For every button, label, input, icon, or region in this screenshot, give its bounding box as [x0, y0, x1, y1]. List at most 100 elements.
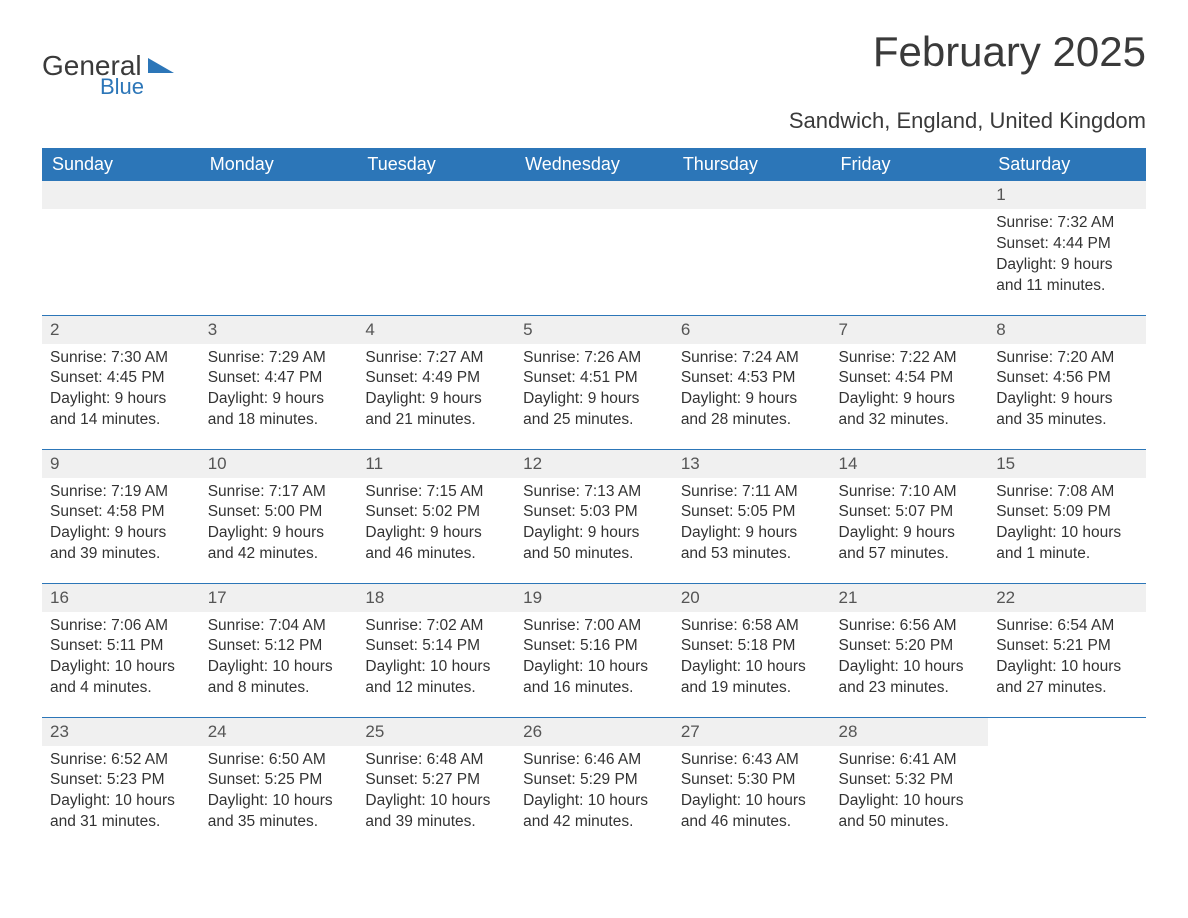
calendar-day-cell: 4Sunrise: 7:27 AMSunset: 4:49 PMDaylight… [357, 315, 515, 449]
daylight-line-2: and 11 minutes. [996, 276, 1138, 297]
daylight-line-2: and 31 minutes. [50, 812, 192, 833]
day-number: 26 [515, 718, 673, 746]
calendar-week-row: 23Sunrise: 6:52 AMSunset: 5:23 PMDayligh… [42, 717, 1146, 851]
logo: General Blue [42, 52, 176, 100]
weekday-header: Wednesday [515, 148, 673, 181]
sunrise-line: Sunrise: 7:02 AM [365, 616, 507, 637]
sunset-line: Sunset: 4:58 PM [50, 502, 192, 523]
empty-day-bar [200, 181, 358, 209]
daylight-line-2: and 32 minutes. [839, 410, 981, 431]
daylight-line-1: Daylight: 10 hours [839, 791, 981, 812]
day-details: Sunrise: 7:00 AMSunset: 5:16 PMDaylight:… [515, 612, 673, 708]
weekday-header: Friday [831, 148, 989, 181]
calendar-day-cell: 13Sunrise: 7:11 AMSunset: 5:05 PMDayligh… [673, 449, 831, 583]
calendar-empty-cell [357, 181, 515, 315]
day-number: 23 [42, 718, 200, 746]
day-details: Sunrise: 7:27 AMSunset: 4:49 PMDaylight:… [357, 344, 515, 440]
calendar-day-cell: 28Sunrise: 6:41 AMSunset: 5:32 PMDayligh… [831, 717, 989, 851]
daylight-line-1: Daylight: 10 hours [365, 791, 507, 812]
calendar-day-cell: 11Sunrise: 7:15 AMSunset: 5:02 PMDayligh… [357, 449, 515, 583]
day-details: Sunrise: 6:58 AMSunset: 5:18 PMDaylight:… [673, 612, 831, 708]
sunset-line: Sunset: 5:32 PM [839, 770, 981, 791]
sunrise-line: Sunrise: 7:29 AM [208, 348, 350, 369]
sunset-line: Sunset: 5:14 PM [365, 636, 507, 657]
daylight-line-1: Daylight: 9 hours [50, 389, 192, 410]
daylight-line-1: Daylight: 9 hours [839, 523, 981, 544]
day-details: Sunrise: 7:04 AMSunset: 5:12 PMDaylight:… [200, 612, 358, 708]
day-details: Sunrise: 7:19 AMSunset: 4:58 PMDaylight:… [42, 478, 200, 574]
daylight-line-2: and 46 minutes. [681, 812, 823, 833]
sunset-line: Sunset: 4:54 PM [839, 368, 981, 389]
daylight-line-2: and 57 minutes. [839, 544, 981, 565]
daylight-line-1: Daylight: 9 hours [365, 523, 507, 544]
calendar-empty-cell [515, 181, 673, 315]
daylight-line-1: Daylight: 9 hours [996, 255, 1138, 276]
day-details: Sunrise: 6:52 AMSunset: 5:23 PMDaylight:… [42, 746, 200, 842]
sunrise-line: Sunrise: 7:10 AM [839, 482, 981, 503]
sunset-line: Sunset: 5:02 PM [365, 502, 507, 523]
sunset-line: Sunset: 4:56 PM [996, 368, 1138, 389]
day-number: 13 [673, 450, 831, 478]
sunrise-line: Sunrise: 7:13 AM [523, 482, 665, 503]
calendar-empty-cell [200, 181, 358, 315]
calendar-day-cell: 12Sunrise: 7:13 AMSunset: 5:03 PMDayligh… [515, 449, 673, 583]
daylight-line-1: Daylight: 10 hours [523, 791, 665, 812]
daylight-line-2: and 16 minutes. [523, 678, 665, 699]
sunrise-line: Sunrise: 6:56 AM [839, 616, 981, 637]
daylight-line-1: Daylight: 10 hours [208, 657, 350, 678]
daylight-line-2: and 42 minutes. [208, 544, 350, 565]
day-number: 20 [673, 584, 831, 612]
day-details: Sunrise: 7:08 AMSunset: 5:09 PMDaylight:… [988, 478, 1146, 574]
sunrise-line: Sunrise: 7:06 AM [50, 616, 192, 637]
sunrise-line: Sunrise: 6:46 AM [523, 750, 665, 771]
daylight-line-2: and 14 minutes. [50, 410, 192, 431]
calendar-day-cell: 20Sunrise: 6:58 AMSunset: 5:18 PMDayligh… [673, 583, 831, 717]
day-number: 12 [515, 450, 673, 478]
sunrise-line: Sunrise: 6:48 AM [365, 750, 507, 771]
calendar-day-cell: 2Sunrise: 7:30 AMSunset: 4:45 PMDaylight… [42, 315, 200, 449]
weekday-header: Sunday [42, 148, 200, 181]
weekday-header: Saturday [988, 148, 1146, 181]
daylight-line-2: and 4 minutes. [50, 678, 192, 699]
day-details: Sunrise: 7:10 AMSunset: 5:07 PMDaylight:… [831, 478, 989, 574]
day-details: Sunrise: 7:17 AMSunset: 5:00 PMDaylight:… [200, 478, 358, 574]
sunset-line: Sunset: 5:11 PM [50, 636, 192, 657]
sunrise-line: Sunrise: 7:22 AM [839, 348, 981, 369]
day-number: 2 [42, 316, 200, 344]
sunrise-line: Sunrise: 6:52 AM [50, 750, 192, 771]
calendar-day-cell: 14Sunrise: 7:10 AMSunset: 5:07 PMDayligh… [831, 449, 989, 583]
daylight-line-2: and 35 minutes. [996, 410, 1138, 431]
calendar-day-cell: 16Sunrise: 7:06 AMSunset: 5:11 PMDayligh… [42, 583, 200, 717]
day-number: 17 [200, 584, 358, 612]
sunrise-line: Sunrise: 7:17 AM [208, 482, 350, 503]
day-number: 28 [831, 718, 989, 746]
page-title: February 2025 [873, 28, 1146, 76]
calendar-empty-cell [988, 717, 1146, 851]
day-number: 19 [515, 584, 673, 612]
calendar-day-cell: 19Sunrise: 7:00 AMSunset: 5:16 PMDayligh… [515, 583, 673, 717]
daylight-line-1: Daylight: 9 hours [523, 523, 665, 544]
daylight-line-2: and 50 minutes. [523, 544, 665, 565]
sunset-line: Sunset: 5:03 PM [523, 502, 665, 523]
empty-day-bar [515, 181, 673, 209]
daylight-line-1: Daylight: 10 hours [996, 657, 1138, 678]
day-number: 25 [357, 718, 515, 746]
day-details: Sunrise: 7:13 AMSunset: 5:03 PMDaylight:… [515, 478, 673, 574]
calendar-day-cell: 23Sunrise: 6:52 AMSunset: 5:23 PMDayligh… [42, 717, 200, 851]
day-number: 1 [988, 181, 1146, 209]
daylight-line-2: and 12 minutes. [365, 678, 507, 699]
day-details: Sunrise: 6:48 AMSunset: 5:27 PMDaylight:… [357, 746, 515, 842]
daylight-line-1: Daylight: 9 hours [208, 523, 350, 544]
sunrise-line: Sunrise: 7:26 AM [523, 348, 665, 369]
daylight-line-2: and 39 minutes. [365, 812, 507, 833]
day-details: Sunrise: 7:11 AMSunset: 5:05 PMDaylight:… [673, 478, 831, 574]
daylight-line-2: and 39 minutes. [50, 544, 192, 565]
day-number: 15 [988, 450, 1146, 478]
daylight-line-1: Daylight: 10 hours [839, 657, 981, 678]
calendar-week-row: 1Sunrise: 7:32 AMSunset: 4:44 PMDaylight… [42, 181, 1146, 315]
daylight-line-2: and 19 minutes. [681, 678, 823, 699]
day-number: 18 [357, 584, 515, 612]
sunset-line: Sunset: 5:16 PM [523, 636, 665, 657]
daylight-line-2: and 28 minutes. [681, 410, 823, 431]
day-number: 8 [988, 316, 1146, 344]
